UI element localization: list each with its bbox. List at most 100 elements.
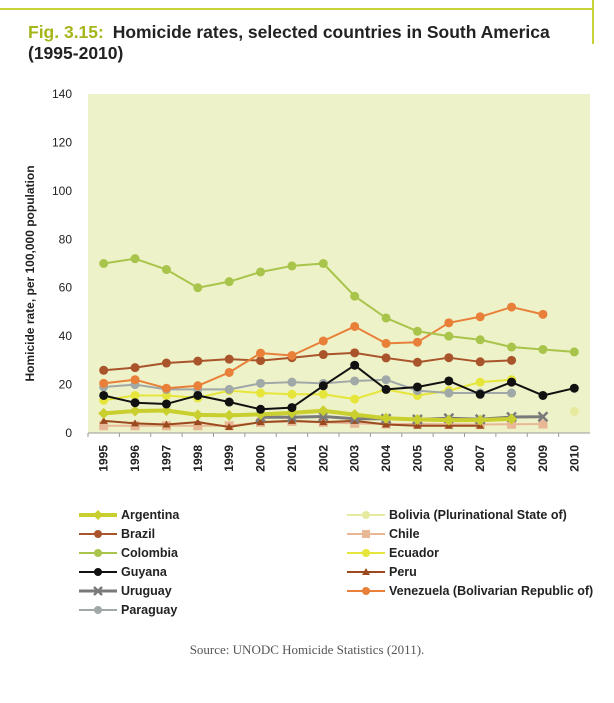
data-point-colombia [130,254,140,264]
y-tick-label: 20 [59,378,73,392]
x-tick-label: 2005 [410,445,424,472]
series-line-colombia [103,257,575,353]
data-point-argentina [506,413,518,425]
y-tick-label: 40 [59,329,73,343]
data-point-argentina [192,409,204,421]
data-point-colombia [99,259,109,268]
data-point-guyana [287,403,297,413]
x-tick-label: 2000 [254,445,268,472]
data-point-brazil [412,357,422,367]
data-point-venezuela [381,338,391,348]
legend-swatch-chile [347,530,385,538]
x-tick-label: 1999 [222,445,236,472]
legend-swatch-guyana [79,568,117,576]
data-point-guyana [350,360,360,370]
data-point-paraguay [381,375,391,385]
data-point-ecuador [287,389,297,399]
x-tick-label: 2004 [379,445,393,472]
x-tick-label: 2007 [473,445,487,472]
series-venezuela [99,302,548,393]
data-point-colombia [475,335,485,345]
data-point-guyana [318,381,328,391]
data-point-guyana [99,390,109,400]
data-point-venezuela [318,336,328,346]
legend-swatch-paraguay [79,606,117,614]
legend-swatch-marker [362,549,370,557]
x-tick-label: 2002 [316,445,330,472]
y-tick-label: 0 [65,426,72,440]
data-point-guyana [475,389,485,399]
data-point-argentina [411,413,423,425]
data-point-peru [382,420,391,428]
header-rule [0,8,592,10]
data-point-brazil [193,356,203,366]
x-tick-label: 2006 [442,445,456,472]
data-point-argentina [349,409,361,421]
data-point-paraguay [224,384,234,394]
legend-label: Bolivia (Plurinational State of) [389,508,567,522]
series-line-brazil [103,351,512,372]
x-tick-label: 1998 [191,445,205,472]
legend-item-paraguay: Paraguay [78,601,177,619]
figure-title: Fig. 3.15: Homicide rates, selected coun… [28,22,588,64]
data-point-brazil [350,348,360,358]
legend-swatch-marker [362,511,370,519]
data-point-colombia [381,313,391,323]
y-tick-label: 60 [59,281,73,295]
legend-label: Colombia [121,546,178,560]
data-point-venezuela [350,321,360,331]
legend-swatch-marker [362,530,370,538]
x-tick-label: 1997 [159,445,173,472]
series-line-guyana [103,364,575,411]
data-point-brazil [256,356,266,366]
data-point-colombia [569,347,579,357]
legend-swatch-marker [94,606,102,614]
legend-swatch-colombia [79,549,117,557]
legend-label: Venezuela (Bolivarian Republic of) [389,584,594,598]
data-point-colombia [507,342,517,352]
chart-legend: Argentina Brazil Colombia Guyana Uruguay Para… [78,506,608,618]
y-tick-label: 80 [59,232,73,246]
data-point-venezuela [475,312,485,322]
data-point-colombia [161,265,171,275]
data-point-colombia [256,267,266,277]
legend-swatch-marker [362,587,370,595]
legend-item-venezuela: Venezuela (Bolivarian Republic of) [346,582,593,600]
data-point-guyana [538,390,548,400]
data-point-chile [99,421,109,431]
data-point-brazil [224,354,234,364]
data-point-chile [193,421,203,431]
legend-swatch-marker [94,549,102,557]
data-point-colombia [224,277,234,287]
data-point-guyana [444,376,454,386]
data-point-paraguay [444,388,454,398]
data-point-bolivia [569,406,579,416]
data-point-colombia [350,291,360,301]
data-point-argentina [223,409,235,421]
legend-swatch-peru [347,568,385,575]
data-point-guyana [193,390,203,400]
series-colombia [99,254,579,357]
data-point-ecuador [130,390,140,400]
data-point-venezuela [444,318,454,328]
legend-swatch-bolivia [347,511,385,519]
legend-item-brazil: Brazil [78,525,155,543]
data-point-peru [256,418,265,426]
legend-label: Uruguay [121,584,172,598]
series-guyana [99,360,579,414]
header-side-rule [592,0,594,44]
legend-swatch-marker [362,568,370,575]
legend-swatch-marker [93,586,103,596]
data-point-colombia [287,261,297,271]
data-point-peru [162,420,171,428]
data-point-guyana [130,398,140,408]
data-point-venezuela [224,367,234,377]
data-point-peru [319,418,328,426]
legend-item-argentina: Argentina [78,506,179,524]
data-point-peru [225,422,234,430]
data-point-argentina [317,405,329,417]
data-point-brazil [507,355,517,365]
data-point-brazil [99,365,109,375]
source-note: Source: UNODC Homicide Statistics (2011)… [189,642,425,657]
y-tick-label: 100 [52,184,72,198]
